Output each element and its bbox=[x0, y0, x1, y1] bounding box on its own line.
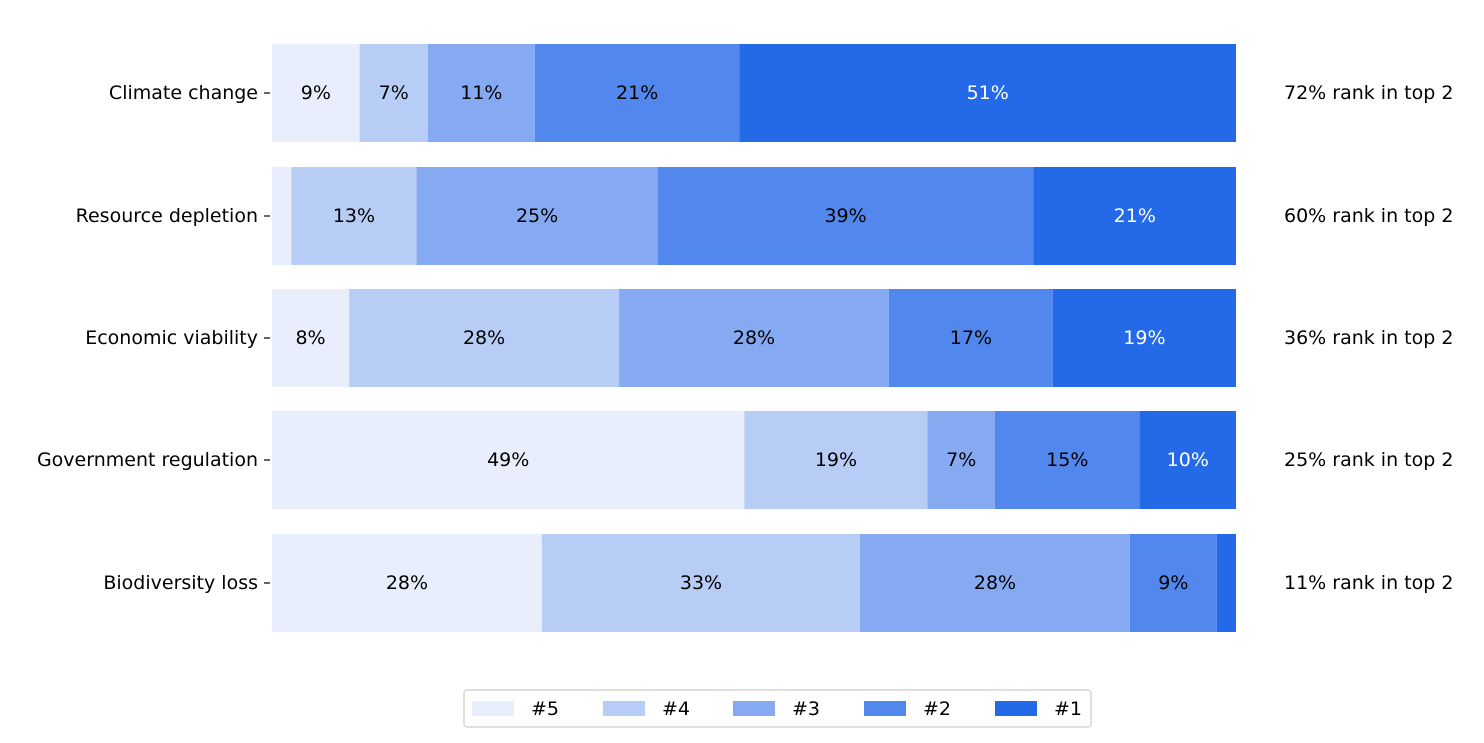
bar-segment bbox=[1139, 411, 1236, 509]
data-label: 19% bbox=[815, 449, 857, 471]
bar-segment bbox=[995, 411, 1140, 509]
legend-swatch bbox=[864, 701, 906, 716]
bar-segment bbox=[291, 167, 417, 265]
bar-segment bbox=[359, 44, 428, 142]
bars-group: 9% 7% 11% 21% 51% 13% 25% 39% 21% 8% 28% 28% 17% 19% 4… bbox=[272, 44, 1236, 632]
data-label: 39% bbox=[824, 205, 866, 227]
bar-segment bbox=[272, 534, 542, 632]
bar-segment bbox=[272, 411, 745, 509]
legend-swatch bbox=[995, 701, 1037, 716]
category-label: Government regulation bbox=[37, 449, 258, 471]
legend-label: #5 bbox=[531, 698, 559, 720]
data-label: 11% bbox=[460, 82, 502, 104]
bar-segment bbox=[860, 534, 1130, 632]
bar-segment bbox=[1129, 534, 1217, 632]
data-label: 9% bbox=[1158, 572, 1188, 594]
category-labels: Climate change Resource depletion Economic… bbox=[37, 82, 270, 594]
legend-swatch bbox=[472, 701, 514, 716]
bar-segment bbox=[1052, 289, 1236, 387]
data-label: 21% bbox=[616, 82, 658, 104]
right-annotations: 72% rank in top 2 60% rank in top 2 36% ra… bbox=[1284, 82, 1453, 594]
category-label: Resource depletion bbox=[76, 205, 258, 227]
top2-annotation: 11% rank in top 2 bbox=[1284, 572, 1453, 594]
bar-segment bbox=[1033, 167, 1236, 265]
bar-segment bbox=[888, 289, 1053, 387]
bar-segment bbox=[744, 411, 928, 509]
data-label: 28% bbox=[463, 327, 505, 349]
data-label: 33% bbox=[680, 572, 722, 594]
bar-segment bbox=[272, 44, 360, 142]
bar-segment bbox=[657, 167, 1034, 265]
bar-segment bbox=[416, 167, 658, 265]
top2-annotation: 60% rank in top 2 bbox=[1284, 205, 1453, 227]
legend: #5 #4 #3 #2 #1 bbox=[463, 689, 1092, 728]
legend-frame bbox=[463, 689, 1092, 728]
bar-segment bbox=[534, 44, 740, 142]
data-label: 17% bbox=[950, 327, 992, 349]
data-label: 19% bbox=[1123, 327, 1165, 349]
data-label: 10% bbox=[1167, 449, 1209, 471]
data-label: 25% bbox=[516, 205, 558, 227]
data-label: 51% bbox=[967, 82, 1009, 104]
top2-annotation: 36% rank in top 2 bbox=[1284, 327, 1453, 349]
data-label: 7% bbox=[946, 449, 976, 471]
bar-segment bbox=[1216, 534, 1236, 632]
bar-segment bbox=[541, 534, 861, 632]
data-label: 9% bbox=[301, 82, 331, 104]
bar-segment bbox=[739, 44, 1236, 142]
data-label: 7% bbox=[379, 82, 409, 104]
data-label: 8% bbox=[295, 327, 325, 349]
data-label: 21% bbox=[1114, 205, 1156, 227]
bar-segment bbox=[927, 411, 995, 509]
data-label: 13% bbox=[333, 205, 375, 227]
legend-label: #3 bbox=[792, 698, 820, 720]
category-label: Biodiversity loss bbox=[103, 572, 258, 594]
bar-segment bbox=[427, 44, 535, 142]
bar-segment bbox=[619, 289, 889, 387]
bar-segment bbox=[272, 167, 292, 265]
data-label: 28% bbox=[974, 572, 1016, 594]
legend-label: #1 bbox=[1054, 698, 1082, 720]
category-label: Economic viability bbox=[85, 327, 258, 349]
top2-annotation: 72% rank in top 2 bbox=[1284, 82, 1453, 104]
bar-segment bbox=[272, 289, 350, 387]
legend-label: #4 bbox=[662, 698, 690, 720]
top2-annotation: 25% rank in top 2 bbox=[1284, 449, 1453, 471]
data-label: 28% bbox=[733, 327, 775, 349]
data-label: 15% bbox=[1046, 449, 1088, 471]
legend-label: #2 bbox=[923, 698, 951, 720]
bar-segment bbox=[349, 289, 620, 387]
data-label: 49% bbox=[487, 449, 529, 471]
legend-swatch bbox=[603, 701, 645, 716]
legend-swatch bbox=[733, 701, 775, 716]
category-label: Climate change bbox=[109, 82, 258, 104]
data-label: 28% bbox=[386, 572, 428, 594]
